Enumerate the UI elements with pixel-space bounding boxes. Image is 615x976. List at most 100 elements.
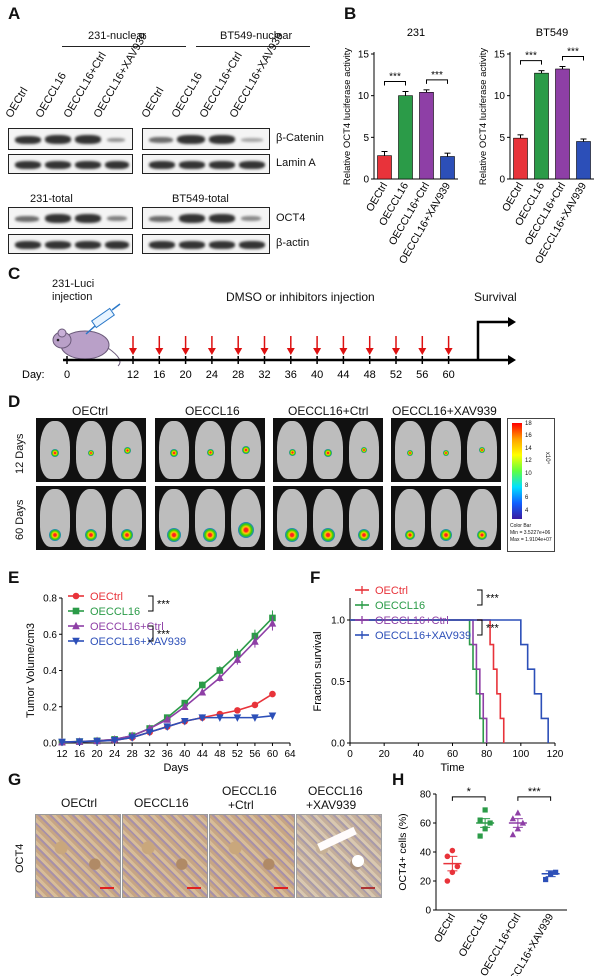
luciferase-signal [88,449,94,456]
colorbar-tick: 6 [525,495,529,502]
injection-arrow-head [234,348,243,355]
y-tick-label: 10 [358,91,370,102]
blot-bt549-beta-actin [142,234,270,254]
x-tick-label: 120 [547,749,564,760]
colorbar-title: Color Bar [510,523,532,529]
panel-label-g: G [8,770,22,789]
data-point [72,607,80,615]
injection-arrow-head [129,348,137,355]
y-tick-label: 15 [358,50,370,61]
lane-label: OECCL16+XAV939 [91,30,151,121]
bar [513,137,528,180]
mouse-image [231,489,261,547]
day-tick-label: 12 [127,369,139,381]
protein-beta-actin: β-actin [276,237,310,249]
data-point [477,833,483,839]
colorbar-tick: 4 [525,507,529,514]
data-point [477,817,483,823]
day-tick-label: 36 [285,369,297,381]
luciferase-signal [238,521,254,538]
x-tick-label: 44 [197,749,209,760]
mouse-icon [52,328,121,367]
data-point [234,707,241,714]
x-tick-label: 40 [413,749,425,760]
chart-e: 0.0 0.2 0.4 0.6 0.8 12 16 20 24 28 32 36 40 44 48 52 56 6… [25,591,296,774]
injection-arrow-head [418,348,427,355]
data-point [233,655,242,663]
x-tick-label: OECCL16 [456,911,490,959]
lane-label: OECtrl [139,85,167,120]
colorbar-unit: x10⁴ [544,451,551,465]
data-point [198,687,207,696]
data-point [216,714,224,722]
luciferase-signal [285,528,299,543]
injection-arrow-head [155,348,164,355]
colorbar-tick: 12 [525,458,532,465]
survival-curve [350,619,549,743]
luciferase-signal [123,446,131,454]
data-point [251,714,259,722]
y-tick-label: 0.4 [43,666,57,677]
data-point [269,690,276,698]
colorbar-max: Max = 1.9104e+07 [510,537,552,543]
panel-label-c: C [8,264,21,283]
lane-label: OECtrl [3,85,31,120]
data-point [72,592,80,600]
blot-231-beta-actin [8,234,133,254]
lane-label: OECCL16+XAV939 [227,30,287,121]
significance-label: *** [486,623,500,635]
bar [534,72,549,180]
y-tick-label: 10 [494,91,506,102]
x-tick-label: 100 [512,749,529,760]
group-label-d: OECCL16 [185,404,240,418]
treatment-label: DMSO or inhibitors injection [226,290,375,304]
data-point [110,736,119,745]
syringe-icon [85,303,121,335]
protein-beta-catenin: β-Catenin [276,132,324,144]
luciferase-signal [479,447,485,453]
data-point [199,681,206,689]
y-tick-label: 0.5 [331,677,345,688]
data-point [251,637,259,645]
luciferase-signal [49,529,61,542]
bar [419,92,434,180]
data-point [75,738,84,747]
significance-bracket [148,625,154,642]
chart-b: 231 Relative OCT4 luciferase activity 0 5 10… [342,27,594,266]
legend-label: OECtrl [90,591,123,603]
bracket-line [62,46,186,47]
group-label-d: OECCL16+XAV939 [392,404,497,418]
legend-label: OECCL16+Ctrl [90,621,164,633]
ihc-group-label: OECCL16 [222,784,277,798]
data-point [163,715,172,723]
data-point [268,619,277,627]
data-point [128,734,136,742]
data-point [553,869,559,875]
luciferase-signal [361,447,367,453]
x-tick-label: 32 [144,749,156,760]
significance-label: *** [431,70,443,81]
y-tick-label: 0 [499,175,505,186]
day-tick-label: 24 [206,369,218,381]
panel-label-a: A [8,4,21,23]
ihc-group-label: +Ctrl [228,798,254,812]
blot-bt549-beta-catenin [142,128,270,150]
y-tick-label: 5 [499,133,505,144]
data-point [454,863,461,870]
luciferase-signal [288,449,296,457]
group-231-total: 231-total [30,193,73,205]
significance-label: *** [567,47,579,58]
significance-bracket [477,589,483,606]
survival-label: Survival [474,290,517,304]
x-tick-label: 16 [74,749,86,760]
luciferase-signal [407,449,413,456]
blot-231-oct4 [8,207,133,229]
ihc-image-oeccl16-xav939 [296,814,382,898]
y-tick-label: 0.0 [331,739,345,750]
x-tick-label: 52 [232,749,244,760]
y-tick-label: 0.8 [43,594,57,605]
row-label-12-days: 12 Days [14,433,26,474]
ihc-group-label: OECtrl [61,796,97,810]
y-tick-label: 40 [420,848,432,859]
x-tick-label: 12 [56,749,68,760]
